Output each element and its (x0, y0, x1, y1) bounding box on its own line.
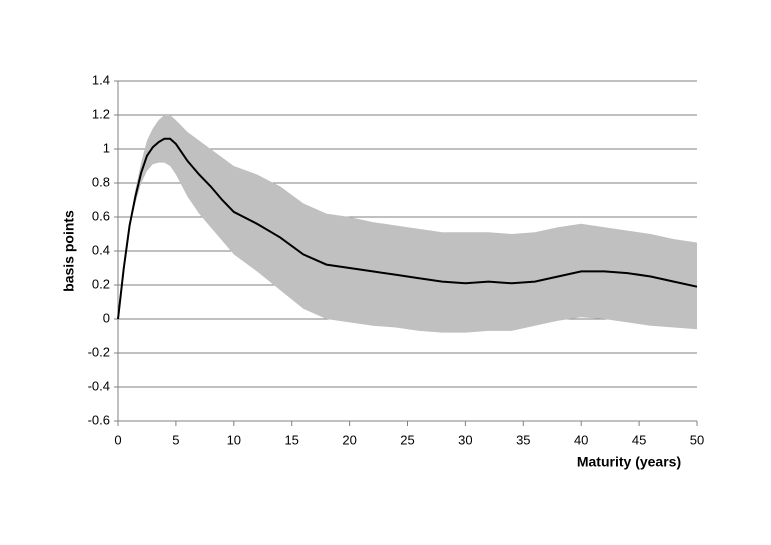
y-tick-label: -0.2 (88, 344, 110, 359)
y-axis-title: basis points (61, 210, 77, 292)
x-tick-label: 15 (284, 432, 298, 447)
y-tick-label: 1.2 (92, 106, 110, 121)
x-tick-label: 40 (574, 432, 588, 447)
y-tick-label: -0.6 (88, 412, 110, 427)
x-tick-label: 0 (114, 432, 121, 447)
y-tick-label: 0.6 (92, 208, 110, 223)
x-tick-label: 20 (342, 432, 356, 447)
y-tick-label: 0.8 (92, 174, 110, 189)
y-tick-label: 0.2 (92, 276, 110, 291)
y-tick-label: 0.4 (92, 242, 110, 257)
x-tick-label: 5 (172, 432, 179, 447)
x-axis-title: Maturity (years) (577, 454, 681, 470)
x-tick-label: 45 (632, 432, 646, 447)
y-tick-label: 1.4 (92, 72, 110, 87)
x-tick-label: 10 (227, 432, 241, 447)
x-tick-label: 35 (516, 432, 530, 447)
y-tick-label: 1 (103, 140, 110, 155)
x-tick-label: 50 (690, 432, 704, 447)
mean-line (117, 137, 698, 320)
x-tick-label: 25 (400, 432, 414, 447)
y-tick-label: -0.4 (88, 378, 110, 393)
x-tick-label: 30 (458, 432, 472, 447)
confidence-band (118, 115, 697, 333)
y-tick-label: 0 (103, 310, 110, 325)
